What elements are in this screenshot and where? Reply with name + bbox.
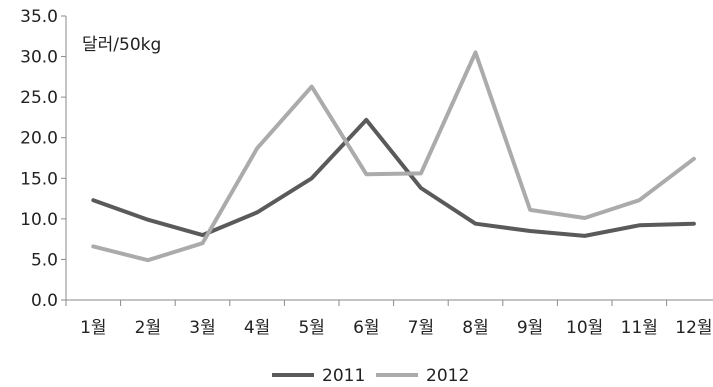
x-axis-ticks: 1월 2월 3월 4월 5월 6월 7월 8월 9월 10월 11월 12월 bbox=[65, 300, 713, 338]
x-tick-label: 3월 bbox=[189, 318, 215, 338]
x-tick-label: 9월 bbox=[517, 318, 543, 338]
y-tick-label: 30.0 bbox=[20, 48, 58, 68]
x-tick-label: 2월 bbox=[135, 318, 161, 338]
y-tick-label: 15.0 bbox=[20, 169, 58, 189]
x-tick-label: 5월 bbox=[298, 318, 324, 338]
x-tick-label: 6월 bbox=[353, 318, 379, 338]
x-tick-label: 11월 bbox=[621, 318, 658, 338]
x-tick-label: 8월 bbox=[462, 318, 488, 338]
y-tick-label: 0.0 bbox=[31, 291, 58, 311]
y-tick-label: 35.0 bbox=[20, 7, 58, 27]
legend-label-2011: 2011 bbox=[322, 366, 365, 386]
legend: 2011 2012 bbox=[272, 366, 469, 386]
x-tick-label: 10월 bbox=[566, 318, 603, 338]
series-lines bbox=[91, 50, 696, 263]
x-tick-label: 7월 bbox=[408, 318, 434, 338]
y-axis-ticks: 0.0 5.0 10.0 15.0 20.0 25.0 30.0 35.0 bbox=[20, 7, 66, 311]
y-tick-label: 20.0 bbox=[20, 129, 58, 149]
x-tick-label: 4월 bbox=[244, 318, 270, 338]
x-tick-label: 12월 bbox=[675, 318, 712, 338]
y-tick-label: 10.0 bbox=[20, 210, 58, 230]
axes bbox=[65, 16, 713, 301]
unit-label: 달러/50kg bbox=[82, 35, 161, 55]
y-tick-label: 25.0 bbox=[20, 88, 58, 108]
legend-label-2012: 2012 bbox=[426, 366, 469, 386]
x-tick-label: 1월 bbox=[80, 318, 106, 338]
series-line-2012 bbox=[91, 50, 696, 263]
series-line-2011 bbox=[91, 117, 696, 238]
y-tick-label: 5.0 bbox=[31, 250, 58, 270]
